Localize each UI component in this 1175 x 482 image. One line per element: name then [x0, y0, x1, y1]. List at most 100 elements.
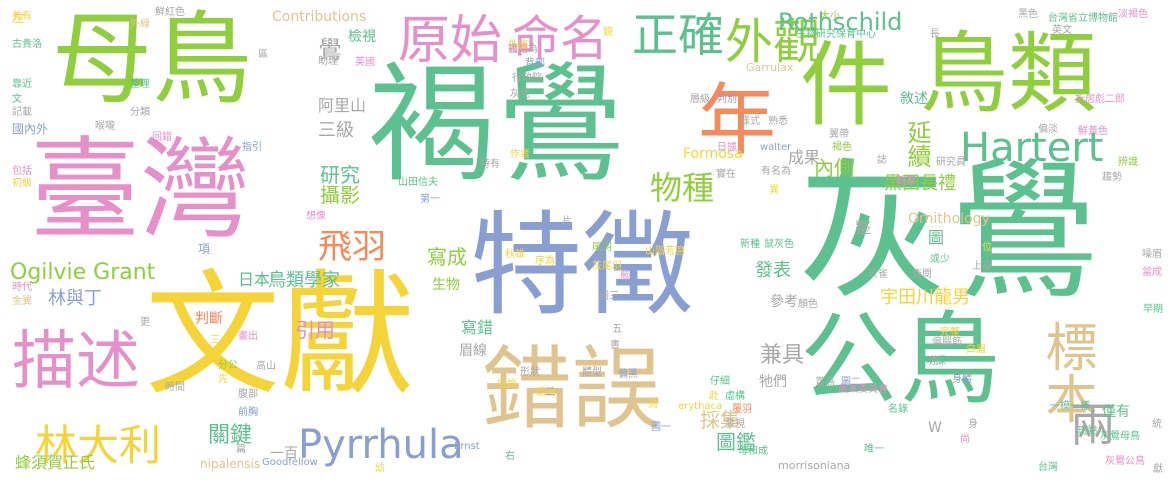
word-135: 覆羽: [732, 404, 752, 415]
word-130: 討論: [497, 379, 517, 390]
word-61: walter: [760, 142, 792, 153]
word-189: 有名為: [761, 166, 791, 177]
word-140: 錯認為: [508, 44, 538, 55]
word-168: 右: [505, 451, 515, 462]
word-175: 藍: [620, 271, 630, 282]
word-115: 辨識: [1118, 157, 1138, 168]
word-92: 腹部: [238, 389, 258, 400]
word-44: 鷽: [318, 36, 342, 64]
word-124: 身體: [952, 374, 972, 385]
word-52: 牠們: [759, 374, 787, 390]
word-158: 大小: [820, 11, 840, 22]
word-63: Ernst: [454, 441, 480, 452]
word-119: 觀察: [896, 176, 916, 187]
word-11: 描述: [12, 325, 140, 399]
word-13: 命名: [512, 11, 609, 67]
word-104: 序為: [535, 256, 555, 267]
word-91: 回錯: [152, 132, 172, 143]
word-111: 上身: [972, 261, 992, 272]
word-98: 項: [198, 242, 211, 256]
word-105: 尾羽: [592, 242, 612, 253]
word-19: 林大利: [35, 421, 162, 470]
word-134: 虛構: [725, 391, 745, 402]
word-167: 赴: [709, 391, 719, 402]
word-85: 喉嚨: [95, 121, 115, 132]
word-24: 兩: [1070, 398, 1116, 452]
word-129: 體型: [582, 367, 602, 378]
word-143: 書籍: [508, 44, 528, 55]
word-65: 國內外: [12, 122, 49, 136]
word-0: 灰鷽: [798, 146, 1099, 320]
word-62: erythaca: [678, 401, 723, 412]
word-83: 金翼: [12, 296, 32, 307]
word-100: 作者: [510, 149, 530, 160]
word-113: 當成: [1142, 267, 1162, 278]
word-108: 新種: [740, 239, 760, 250]
word-194: 灰雀: [868, 269, 888, 280]
word-110: 查閱: [912, 269, 932, 280]
word-162: 更: [140, 317, 150, 328]
word-27: 黑田長禮: [884, 173, 956, 194]
word-109: 或少: [930, 254, 950, 265]
word-192: 圖一: [651, 422, 671, 433]
word-117: 鮮黃色: [1078, 126, 1108, 137]
word-161: 左: [12, 11, 25, 25]
word-188: 畫出: [238, 331, 258, 342]
word-38: 兼具: [760, 343, 805, 368]
word-7: 鳥類: [920, 22, 1097, 125]
word-26: 內側: [814, 156, 854, 180]
word-84: 記載: [12, 107, 32, 118]
word-34: 引用: [295, 318, 335, 342]
word-57: nipalensis: [200, 457, 261, 471]
word-16: 標本: [1036, 320, 1096, 424]
word-2: 特徵: [470, 201, 694, 331]
word-90: 指引: [242, 142, 262, 153]
word-169: 幼: [375, 463, 385, 474]
word-185: 區: [258, 49, 268, 60]
word-77: 農業委員會: [838, 384, 888, 395]
word-150: 樣式: [740, 116, 760, 127]
word-131: 結論: [536, 387, 556, 398]
word-53: 參考: [770, 294, 798, 310]
word-48: Ornithology: [908, 211, 990, 227]
word-47: Formosa: [683, 146, 743, 162]
word-172: 獻: [1153, 464, 1163, 475]
word-87: 初級: [12, 178, 32, 189]
word-78: 一模一樣: [1050, 401, 1090, 412]
word-64: 灰鷽公鳥: [1105, 456, 1145, 467]
word-54: 僅有: [1102, 404, 1130, 420]
word-71: 黑色: [1018, 9, 1038, 20]
word-153: 翼帶: [829, 129, 849, 140]
word-79: 折居彪二郎: [1075, 94, 1125, 105]
word-33: 林與丁: [48, 288, 102, 309]
word-21: 飛羽: [318, 227, 386, 267]
word-28: 研究: [320, 163, 360, 187]
word-118: 研究員: [936, 157, 966, 168]
word-3: 文獻: [145, 257, 415, 414]
word-46: Contributions: [272, 9, 367, 25]
word-160: 文: [12, 94, 22, 105]
word-35: 關鍵: [208, 423, 253, 448]
word-154: 褐色: [832, 142, 852, 153]
word-165: 五: [612, 324, 622, 335]
word-31: 日本: [238, 270, 271, 289]
word-193: 圖二: [841, 377, 861, 388]
word-126: 偏腦筋: [932, 337, 962, 348]
word-123: 功課: [926, 356, 946, 367]
word-42: 三級: [318, 120, 354, 141]
word-146: 灰色: [510, 89, 530, 100]
word-190: 外國: [508, 40, 528, 51]
word-155: 偏淡: [1038, 124, 1058, 135]
word-166: 書: [610, 340, 620, 351]
word-142: 行政院: [512, 73, 542, 84]
word-10: 年: [698, 76, 777, 166]
word-114: 噪眉: [1142, 249, 1162, 260]
word-170: 時: [929, 356, 939, 367]
word-5: 母鳥: [52, 1, 252, 118]
word-37: 發表: [755, 260, 791, 281]
word-29: 攝影: [320, 183, 360, 207]
word-76: 山階芳麿: [645, 246, 685, 257]
word-58: Goodfellow: [262, 457, 318, 468]
word-181: 二: [545, 387, 555, 398]
